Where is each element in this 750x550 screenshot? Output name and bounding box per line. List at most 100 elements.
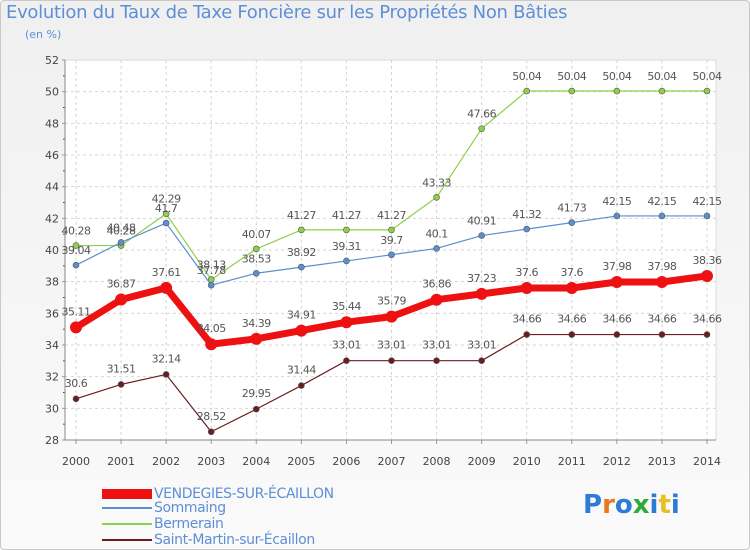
- data-label: 38.36: [693, 254, 722, 267]
- data-label: 35.11: [62, 305, 91, 318]
- data-point: [250, 332, 263, 345]
- x-tick-label: 2005: [287, 455, 315, 468]
- data-point: [478, 125, 485, 133]
- data-point: [72, 261, 80, 269]
- x-tick-label: 2008: [423, 455, 451, 468]
- data-label: 33.01: [422, 339, 451, 352]
- data-point: [703, 87, 711, 95]
- data-label: 42.15: [693, 195, 722, 208]
- data-point: [388, 226, 395, 234]
- y-tick-label: 44: [45, 181, 59, 194]
- x-tick-label: 2000: [62, 455, 90, 468]
- data-label: 34.66: [693, 313, 722, 326]
- data-point: [568, 331, 576, 338]
- data-label: 41.73: [557, 202, 586, 215]
- legend-swatch: [102, 523, 152, 525]
- logo-letter: t: [658, 490, 671, 520]
- data-point: [655, 275, 668, 288]
- chart-unit-label: (en %): [25, 28, 62, 41]
- data-point: [298, 226, 305, 234]
- data-point: [613, 331, 621, 338]
- data-point: [72, 242, 80, 249]
- chart-title: Evolution du Taux de Taxe Foncière sur l…: [6, 2, 568, 23]
- data-point: [385, 310, 398, 323]
- data-point: [117, 239, 125, 246]
- data-label: 39.04: [62, 244, 91, 257]
- data-point: [343, 257, 350, 265]
- logo-letter: x: [632, 490, 650, 520]
- data-point: [72, 395, 80, 403]
- data-label: 39.31: [332, 240, 361, 253]
- logo-letter: i: [670, 490, 680, 520]
- data-label: 33.01: [377, 339, 406, 352]
- data-point: [252, 245, 260, 253]
- data-point: [523, 225, 531, 233]
- legend-label: Saint-Martin-sur-Écaillon: [154, 532, 315, 548]
- x-tick-label: 2010: [513, 455, 541, 468]
- y-tick-label: 38: [45, 276, 59, 289]
- data-label: 40.91: [467, 215, 496, 228]
- data-point: [343, 226, 350, 234]
- data-label: 37.61: [152, 266, 181, 279]
- data-label: 34.66: [602, 313, 631, 326]
- logo-letter: i: [649, 490, 659, 520]
- data-label: 47.66: [467, 108, 496, 121]
- data-label: 28.52: [197, 410, 226, 423]
- x-tick-label: 2004: [242, 455, 270, 468]
- x-tick-label: 2001: [107, 455, 135, 468]
- data-label: 41.27: [332, 209, 361, 222]
- data-label: 32.14: [152, 352, 181, 365]
- x-tick-label: 2006: [332, 455, 360, 468]
- data-label: 41.27: [377, 209, 406, 222]
- y-tick-label: 52: [45, 54, 59, 67]
- data-label: 37.98: [647, 260, 676, 273]
- data-label: 37.23: [467, 272, 496, 285]
- data-label: 33.01: [467, 339, 496, 352]
- data-point: [298, 382, 305, 389]
- data-point: [478, 232, 485, 239]
- data-point: [613, 212, 621, 220]
- legend-swatch: [102, 507, 152, 509]
- data-label: 38.13: [197, 259, 226, 272]
- data-point: [388, 357, 395, 364]
- data-label: 40.1: [425, 227, 448, 240]
- data-label: 42.15: [647, 195, 676, 208]
- data-label: 50.04: [512, 70, 541, 83]
- data-label: 29.95: [242, 387, 271, 400]
- data-point: [162, 219, 170, 227]
- data-label: 36.86: [422, 278, 451, 291]
- data-label: 30.6: [65, 377, 88, 390]
- data-point: [433, 357, 440, 364]
- data-label: 31.51: [107, 362, 136, 375]
- data-label: 40.48: [107, 221, 136, 234]
- data-point: [523, 331, 531, 338]
- data-label: 42.29: [152, 193, 181, 206]
- data-label: 31.44: [287, 364, 316, 377]
- legend-label: Sommaing: [154, 500, 226, 516]
- logo-letter: P: [583, 490, 603, 520]
- data-point: [658, 331, 666, 338]
- x-tick-label: 2014: [693, 455, 721, 468]
- y-tick-label: 50: [45, 86, 59, 99]
- data-label: 40.28: [62, 225, 91, 238]
- data-label: 34.91: [287, 309, 316, 322]
- data-point: [295, 324, 308, 337]
- data-label: 43.33: [422, 176, 451, 189]
- data-point: [207, 281, 215, 289]
- data-label: 37.6: [561, 266, 584, 279]
- data-point: [478, 357, 485, 364]
- data-label: 37.98: [602, 260, 631, 273]
- proxiti-logo: Proxiti: [583, 490, 680, 520]
- data-point: [658, 212, 666, 220]
- data-label: 35.44: [332, 300, 361, 313]
- data-point: [610, 275, 623, 288]
- data-point: [701, 269, 713, 282]
- data-point: [475, 287, 488, 300]
- data-point: [162, 371, 170, 378]
- data-point: [658, 87, 666, 95]
- x-tick-label: 2011: [558, 455, 586, 468]
- legend-label: VENDEGIES-SUR-ÉCAILLON: [154, 486, 334, 502]
- data-label: 50.04: [557, 70, 586, 83]
- data-point: [207, 428, 215, 436]
